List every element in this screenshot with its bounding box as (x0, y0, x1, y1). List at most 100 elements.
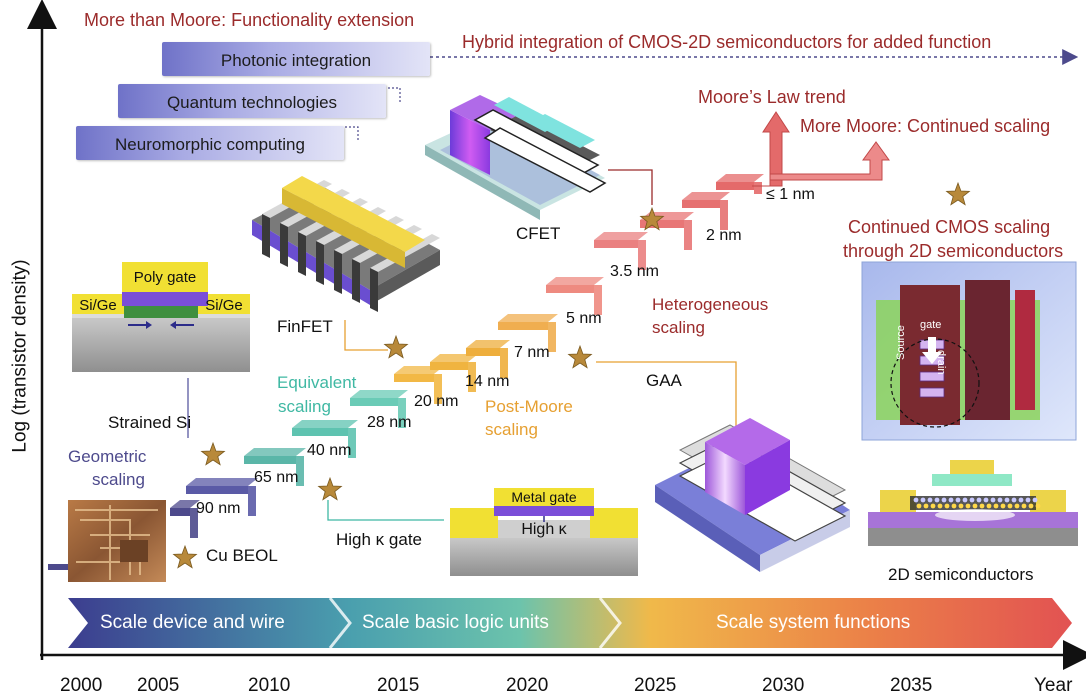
fin-side (280, 223, 288, 267)
more-moore-arrows (752, 111, 890, 187)
atom (1014, 503, 1020, 509)
atom (997, 497, 1003, 503)
moores-law-arrow (752, 111, 790, 187)
neuromorphic-computing-box: Neuromorphic computing (76, 126, 344, 160)
atom (965, 503, 971, 509)
star-icon (567, 344, 593, 369)
stair-riser (754, 182, 762, 194)
stair-step (170, 508, 190, 516)
high-k-device (450, 488, 638, 576)
stair-step (594, 240, 638, 248)
atom (927, 497, 933, 503)
cfet-device (425, 95, 607, 220)
atom (972, 503, 978, 509)
hybrid-integration-note: Hybrid integration of CMOS-2D semiconduc… (462, 32, 992, 52)
leader-finfet (344, 320, 388, 351)
more-moore-label: More Moore: Continued scaling (800, 116, 1051, 136)
fin-side (370, 268, 378, 312)
post-moore-line2: scaling (485, 420, 538, 439)
atom (1018, 497, 1024, 503)
stair-step (640, 220, 684, 228)
stair-step-top (716, 174, 764, 182)
sige-left-label: Si/Ge (79, 297, 117, 314)
high-k-gate-label: High κ gate (336, 530, 422, 549)
stair-step-top (498, 314, 558, 322)
atom (920, 497, 926, 503)
more-than-moore-title: More than Moore: Functionality extension (84, 10, 415, 30)
stair-step (498, 322, 548, 330)
stair-step (394, 374, 434, 382)
node-14nm: 14 nm (465, 373, 510, 390)
stair-step (350, 398, 398, 406)
stair-riser (468, 362, 476, 392)
atom (1021, 503, 1027, 509)
stair-riser (248, 486, 256, 516)
stair-step-top (292, 420, 358, 428)
node-20nm: 20 nm (414, 393, 459, 410)
two-d-transistor-image (868, 460, 1078, 546)
atom (944, 503, 950, 509)
phase-separator-2 (598, 597, 622, 649)
atom (955, 497, 961, 503)
atom (983, 497, 989, 503)
photonic-integration-label: Photonic integration (220, 51, 372, 70)
finfet-label: FinFET (277, 317, 333, 336)
star-icon (317, 476, 343, 501)
stair-step-top (350, 390, 408, 398)
cmos-2d-label-line2: through 2D semiconductors (843, 241, 1064, 261)
x-tick-2020: 2020 (506, 675, 549, 696)
equivalent-scaling-line1: Equivalent (277, 373, 357, 392)
neuromorphic-computing-label: Neuromorphic computing (115, 135, 305, 154)
x-tick-2010: 2010 (248, 675, 291, 696)
atom (930, 503, 936, 509)
atom (1035, 503, 1041, 509)
node-5nm: 5 nm (566, 310, 602, 327)
stair-riser (500, 348, 508, 378)
stair-riser (720, 200, 728, 230)
node-40nm: 40 nm (307, 442, 352, 459)
moores-law-trend-label: Moore’s Law trend (698, 87, 846, 107)
fin-side (316, 241, 324, 285)
connector-neuromorphic (345, 126, 359, 142)
stair-step (244, 456, 296, 464)
sige-right-label: Si/Ge (205, 297, 243, 314)
heterogeneous-line2: scaling (652, 318, 705, 337)
phase-device-wire: Scale device and wire (100, 612, 285, 633)
atom (1000, 503, 1006, 509)
fin-side (352, 259, 360, 303)
x-axis-label: Year (1034, 675, 1073, 696)
x-tick-2035: 2035 (890, 675, 933, 696)
node-3-5nm: 3.5 nm (610, 263, 659, 280)
poly-gate-label: Poly gate (133, 269, 197, 286)
atom (948, 497, 954, 503)
stair-riser (398, 398, 406, 428)
gate-label: gate (920, 319, 942, 331)
stair-step (716, 182, 754, 190)
cu-beol-chip-image (68, 500, 166, 582)
atom (1025, 497, 1031, 503)
atom (916, 503, 922, 509)
atom (962, 497, 968, 503)
stair-riser (296, 456, 304, 486)
node-90nm: 90 nm (196, 500, 241, 517)
gaa-device (655, 418, 850, 572)
atom (979, 503, 985, 509)
stair-step-top (594, 232, 648, 240)
source-label: Source (895, 325, 907, 360)
scaling-staircase (170, 174, 764, 538)
star-icon (639, 206, 665, 231)
connector-quantum (388, 87, 401, 102)
gaa-label: GAA (646, 371, 682, 390)
atom (993, 503, 999, 509)
stair-step-top (186, 478, 258, 486)
star-icon (172, 544, 198, 569)
stair-riser (684, 220, 692, 250)
fin-side (334, 250, 342, 294)
node-28nm: 28 nm (367, 414, 412, 431)
strained-si-label: Strained Si (108, 413, 192, 432)
stair-step (546, 285, 594, 293)
cmos-2d-label-line1: Continued CMOS scaling (848, 217, 1051, 237)
atom (986, 503, 992, 509)
atom (976, 497, 982, 503)
